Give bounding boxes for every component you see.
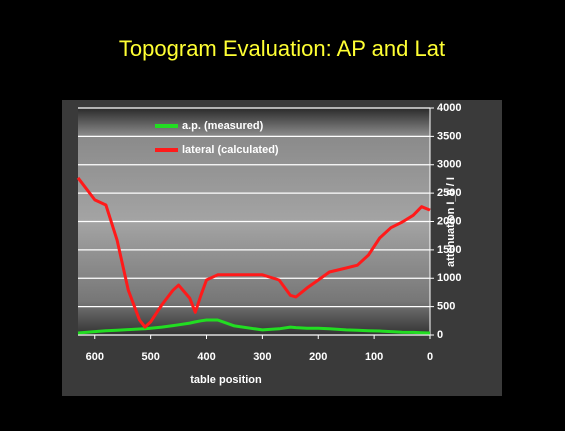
x-tick-label: 100 (365, 351, 383, 363)
slide: Topogram Evaluation: AP and Lat table po… (0, 0, 565, 426)
y-tick-label: 500 (437, 301, 455, 313)
x-tick-label: 600 (86, 351, 104, 363)
title: Topogram Evaluation: AP and Lat (119, 36, 445, 61)
x-tick-label: 500 (141, 351, 159, 363)
y-tick-label: 3000 (437, 159, 461, 171)
y-tick-label: 2000 (437, 215, 461, 227)
y-tick-label: 1500 (437, 244, 461, 256)
x-tick-label: 400 (197, 351, 215, 363)
x-tick-label: 200 (309, 351, 327, 363)
legend-label: a.p. (measured) (182, 120, 264, 132)
x-axis-label: table position (190, 374, 262, 386)
x-tick-label: 0 (427, 351, 433, 363)
page: Topogram Evaluation: AP and Lat table po… (0, 0, 565, 431)
y-tick-label: 0 (437, 329, 443, 341)
legend-label: lateral (calculated) (182, 144, 279, 156)
y-tick-label: 4000 (437, 102, 461, 114)
y-tick-label: 1000 (437, 272, 461, 284)
x-tick-label: 300 (253, 351, 271, 363)
y-tick-label: 2500 (437, 187, 461, 199)
y-tick-label: 3500 (437, 130, 461, 142)
